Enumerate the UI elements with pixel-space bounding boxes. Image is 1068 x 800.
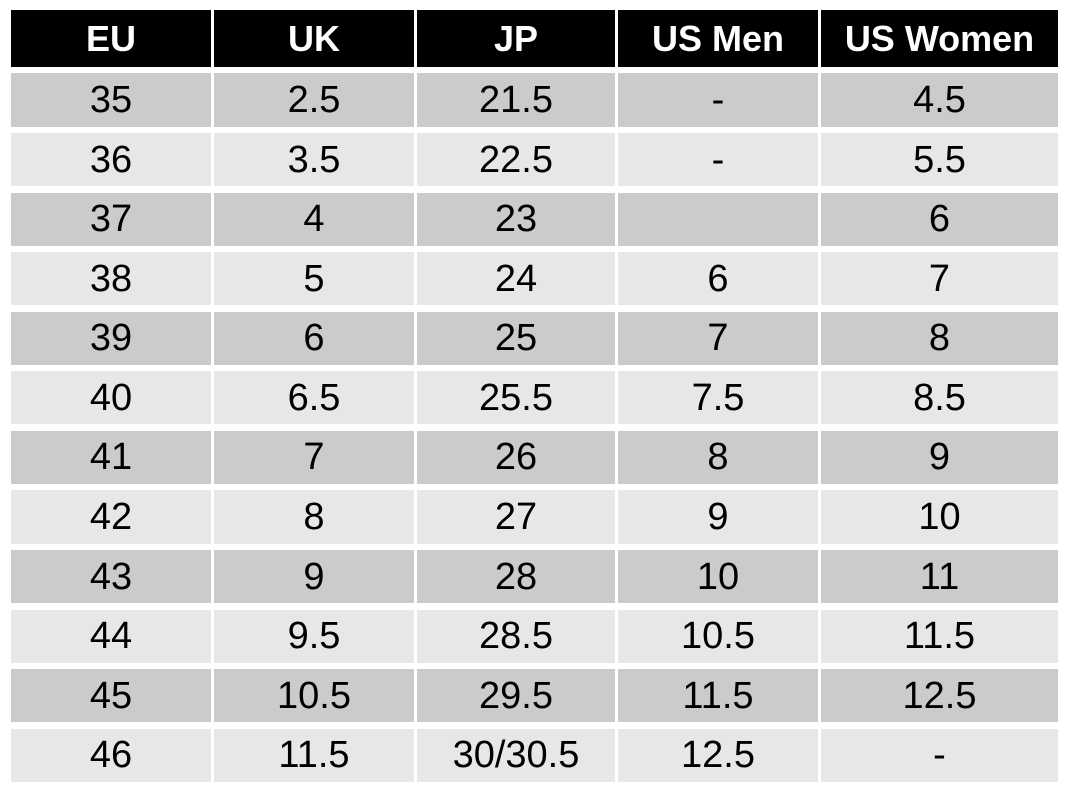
table-cell: 27 [417,490,615,544]
table-cell: - [618,132,818,187]
table-cell: 7.5 [618,371,818,425]
table-cell: 22.5 [417,132,615,187]
table-cell: 26 [417,430,615,485]
table-cell: 12.5 [821,669,1058,723]
table-cell: 4.5 [821,73,1058,127]
table-cell: 5 [214,252,414,306]
table-cell: 43 [11,550,211,604]
table-cell: 6 [618,252,818,306]
table-cell: 4 [214,192,414,246]
table-cell: 11.5 [618,669,818,723]
table-cell: - [618,73,818,127]
table-cell: 6.5 [214,371,414,425]
header-cell-uk: UK [214,10,414,67]
table-cell: 24 [417,252,615,306]
header-cell-jp: JP [417,10,615,67]
header-cell-us-women: US Women [821,10,1058,67]
table-cell: 35 [11,73,211,127]
table-cell: 3.5 [214,132,414,187]
table-cell: 28.5 [417,609,615,663]
table-cell: 6 [821,192,1058,246]
table-cell: 7 [214,430,414,485]
table-cell: 11.5 [821,609,1058,663]
table-cell: 5.5 [821,132,1058,187]
shoe-size-conversion-table: EU UK JP US Men US Women 35 2.5 21.5 - 4… [11,10,1058,782]
table-cell: 10 [821,490,1058,544]
table-cell: 29.5 [417,669,615,723]
table-cell: 38 [11,252,211,306]
table-cell: 10 [618,550,818,604]
table-cell: 21.5 [417,73,615,127]
table-cell: 7 [618,311,818,365]
table-cell: 6 [214,311,414,365]
table-cell: 12.5 [618,728,818,782]
table-cell: 9.5 [214,609,414,663]
table-cell: 44 [11,609,211,663]
header-cell-eu: EU [11,10,211,67]
table-cell: 46 [11,728,211,782]
table-cell: 2.5 [214,73,414,127]
table-cell: 11 [821,550,1058,604]
table-cell: 42 [11,490,211,544]
table-cell: 9 [821,430,1058,485]
table-cell: 41 [11,430,211,485]
table-cell: 8 [821,311,1058,365]
table-cell: 8 [214,490,414,544]
table-cell: 8.5 [821,371,1058,425]
table-cell-empty [618,192,818,246]
table-cell: 45 [11,669,211,723]
table-cell: 9 [618,490,818,544]
table-cell: 28 [417,550,615,604]
table-cell: 9 [214,550,414,604]
table-cell: 36 [11,132,211,187]
table-cell: 39 [11,311,211,365]
table-cell: 7 [821,252,1058,306]
table-cell: 25.5 [417,371,615,425]
table-cell: 11.5 [214,728,414,782]
table-cell: 10.5 [214,669,414,723]
table-cell: 40 [11,371,211,425]
table-cell: 25 [417,311,615,365]
table-cell: 37 [11,192,211,246]
table-cell: 10.5 [618,609,818,663]
table-cell: - [821,728,1058,782]
table-cell: 8 [618,430,818,485]
header-cell-us-men: US Men [618,10,818,67]
table-cell: 30/30.5 [417,728,615,782]
table-cell: 23 [417,192,615,246]
